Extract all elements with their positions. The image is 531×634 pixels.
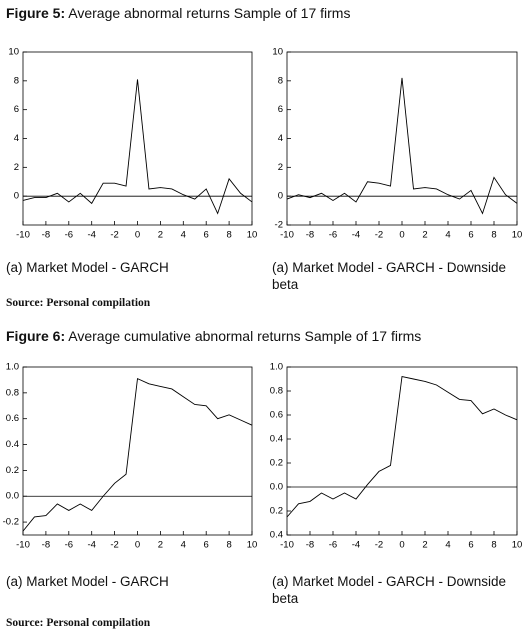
y-tick-label: 10 xyxy=(272,47,283,58)
figure-text: Average cumulative abnormal returns Samp… xyxy=(68,328,422,344)
x-tick-label: -10 xyxy=(280,230,294,241)
y-tick-label: 6 xyxy=(14,104,19,115)
chart-caption: (a) Market Model - GARCH xyxy=(6,260,169,275)
y-tick-label: 0.6 xyxy=(6,413,19,424)
y-tick-label: 8 xyxy=(14,75,19,86)
y-tick-label: 0 xyxy=(278,191,283,202)
plot-frame xyxy=(22,366,253,536)
chart-caption: (a) Market Model - GARCH xyxy=(6,574,169,589)
x-tick-label: -4 xyxy=(87,540,95,551)
x-tick-label: 10 xyxy=(247,230,258,241)
x-tick-label: 10 xyxy=(512,230,523,241)
y-tick-label: 0.0 xyxy=(6,491,19,502)
x-tick-label: -4 xyxy=(352,540,360,551)
x-tick-label: 4 xyxy=(445,540,450,551)
figure-title: Figure 5: Average abnormal returns Sampl… xyxy=(6,5,350,21)
x-tick-label: 2 xyxy=(158,230,163,241)
x-tick-label: -2 xyxy=(375,540,383,551)
x-tick-label: -6 xyxy=(65,540,73,551)
source: Source: Personal compilation xyxy=(6,617,151,629)
x-tick-label: 2 xyxy=(422,540,427,551)
x-tick-label: -2 xyxy=(110,540,118,551)
figure-label: Figure 6: xyxy=(6,328,66,344)
y-tick-label: 0.4 xyxy=(270,530,283,541)
x-tick-label: -10 xyxy=(16,540,30,551)
y-tick-label: 10 xyxy=(8,47,19,58)
x-tick-label: -2 xyxy=(110,230,118,241)
x-tick-label: -4 xyxy=(87,230,95,241)
x-tick-label: 8 xyxy=(491,540,496,551)
x-tick-label: 0 xyxy=(399,540,404,551)
x-tick-label: 10 xyxy=(247,540,258,551)
x-tick-label: -8 xyxy=(42,230,50,241)
x-tick-label: 6 xyxy=(468,230,473,241)
y-tick-label: 2 xyxy=(278,162,283,173)
plot-frame xyxy=(286,366,518,536)
series-line xyxy=(286,77,518,215)
y-tick-label: 0.4 xyxy=(270,434,283,445)
y-tick-label: 0.2 xyxy=(270,458,283,469)
series-line xyxy=(22,79,253,215)
y-tick-label: 0.6 xyxy=(270,410,283,421)
x-tick-label: 10 xyxy=(512,540,523,551)
x-tick-label: -10 xyxy=(280,540,294,551)
x-tick-label: -2 xyxy=(375,230,383,241)
x-tick-label: -6 xyxy=(329,230,337,241)
y-tick-label: 4 xyxy=(278,133,283,144)
series-line xyxy=(286,376,518,518)
x-tick-label: -6 xyxy=(65,230,73,241)
plot-frame xyxy=(22,51,253,226)
x-tick-label: -8 xyxy=(42,540,50,551)
y-tick-label: 0.2 xyxy=(6,465,19,476)
chart-caption: (a) Market Model - GARCH - Downside beta xyxy=(272,574,507,606)
x-tick-label: 4 xyxy=(181,540,186,551)
x-tick-label: -4 xyxy=(352,230,360,241)
y-tick-label: -0.2 xyxy=(3,517,19,528)
y-tick-label: 0.8 xyxy=(270,386,283,397)
y-tick-label: 0.2 xyxy=(270,506,283,517)
figure-title: Figure 6: Average cumulative abnormal re… xyxy=(6,328,421,344)
x-tick-label: 6 xyxy=(204,540,209,551)
series-line xyxy=(22,377,253,532)
x-tick-label: 8 xyxy=(226,230,231,241)
x-tick-label: 0 xyxy=(399,230,404,241)
y-tick-label: 0.0 xyxy=(270,482,283,493)
x-tick-label: -8 xyxy=(306,230,314,241)
x-tick-label: 2 xyxy=(158,540,163,551)
x-tick-label: -8 xyxy=(306,540,314,551)
y-tick-label: 0.4 xyxy=(6,439,19,450)
y-tick-label: 4 xyxy=(14,133,19,144)
y-tick-label: 0 xyxy=(14,191,19,202)
y-tick-label: 6 xyxy=(278,104,283,115)
figure-label: Figure 5: xyxy=(6,5,66,21)
x-tick-label: 4 xyxy=(181,230,186,241)
chart-caption: (a) Market Model - GARCH - Downside beta xyxy=(272,260,507,292)
x-tick-label: 6 xyxy=(468,540,473,551)
y-tick-label: -2 xyxy=(275,220,283,231)
y-tick-label: 1.0 xyxy=(6,362,19,373)
y-tick-label: 8 xyxy=(278,75,283,86)
source: Source: Personal compilation xyxy=(6,297,151,309)
x-tick-label: 8 xyxy=(491,230,496,241)
x-tick-label: 0 xyxy=(135,540,140,551)
x-tick-label: -10 xyxy=(16,230,30,241)
x-tick-label: 8 xyxy=(226,540,231,551)
figure-text: Average abnormal returns Sample of 17 fi… xyxy=(68,5,351,21)
x-tick-label: 0 xyxy=(135,230,140,241)
x-tick-label: 4 xyxy=(445,230,450,241)
x-tick-label: -6 xyxy=(329,540,337,551)
y-tick-label: 0.8 xyxy=(6,387,19,398)
x-tick-label: 2 xyxy=(422,230,427,241)
y-tick-label: 1.0 xyxy=(270,362,283,373)
y-tick-label: 2 xyxy=(14,162,19,173)
x-tick-label: 6 xyxy=(204,230,209,241)
